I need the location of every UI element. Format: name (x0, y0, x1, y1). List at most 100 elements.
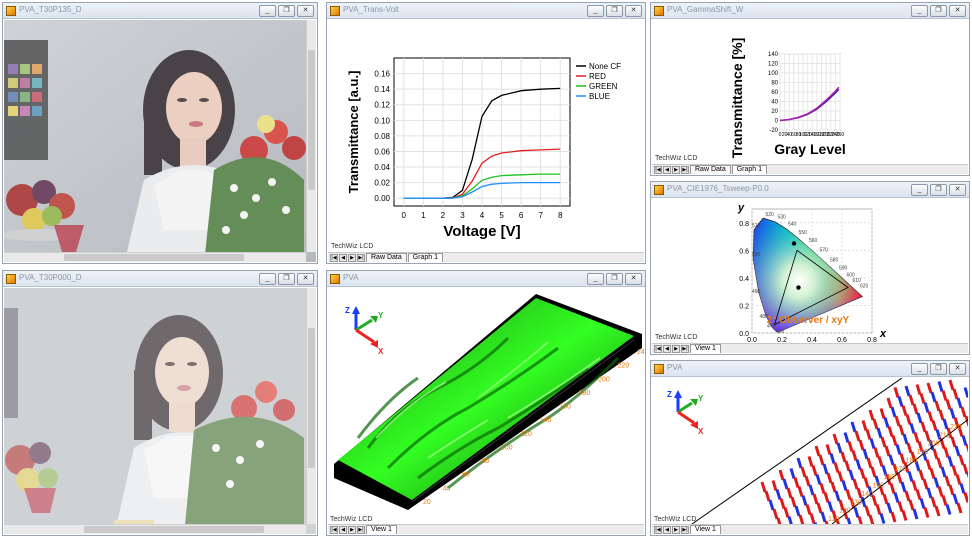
close-button[interactable]: ✕ (949, 363, 966, 375)
close-button[interactable]: ✕ (625, 273, 642, 285)
x-tick-label: 5 (499, 211, 504, 220)
first-tab-button[interactable]: |◀ (654, 344, 662, 353)
director-rod (893, 387, 900, 398)
horizontal-scrollbar[interactable] (4, 524, 306, 534)
pva-3d-window[interactable]: PVA _ ❐ ✕ (326, 270, 646, 536)
chromaticity-point (791, 241, 797, 246)
tab-raw-data[interactable]: Raw Data (690, 165, 731, 174)
vertical-scrollbar[interactable] (306, 20, 316, 252)
vertical-scrollbar[interactable] (306, 288, 316, 524)
director-rod (932, 448, 939, 460)
restore-button[interactable]: ❐ (278, 273, 295, 285)
x-tick-label: 220 (827, 132, 836, 138)
next-tab-button[interactable]: ▶ (672, 165, 680, 174)
first-tab-button[interactable]: |◀ (330, 253, 338, 262)
prev-tab-button[interactable]: ◀ (663, 344, 671, 353)
minimize-button[interactable]: _ (911, 363, 928, 375)
restore-button[interactable]: ❐ (606, 273, 623, 285)
director-rod (837, 471, 844, 482)
cie-window[interactable]: PVA_CIE1976_Tsweep-P0.0 _ ❐ ✕ (650, 181, 970, 355)
first-tab-button[interactable]: |◀ (654, 165, 662, 174)
restore-button[interactable]: ❐ (930, 5, 947, 17)
last-tab-button[interactable]: ▶| (357, 525, 365, 534)
minimize-button[interactable]: _ (259, 273, 276, 285)
series-line (403, 181, 561, 199)
tab-raw-data[interactable]: Raw Data (366, 253, 407, 262)
trans-volt-titlebar[interactable]: PVA_Trans-Volt _ ❐ ✕ (327, 3, 645, 19)
director-rod (962, 463, 968, 475)
horizontal-scrollbar[interactable] (4, 252, 306, 262)
close-button[interactable]: ✕ (625, 5, 642, 17)
director-rod (874, 475, 881, 487)
close-button[interactable]: ✕ (949, 184, 966, 196)
y-tick-label: 0.08 (374, 132, 390, 141)
next-tab-button[interactable]: ▶ (348, 253, 356, 262)
gamma-window[interactable]: PVA_GammaShift_W _ ❐ ✕ -20 0 20 40 60 80 100 12… (650, 2, 970, 176)
restore-button[interactable]: ❐ (930, 363, 947, 375)
tab-graph-1[interactable]: Graph 1 (407, 253, 444, 262)
photo-top-titlebar[interactable]: PVA_T30P135_D _ ❐ ✕ (3, 3, 317, 19)
pva-3d-titlebar[interactable]: PVA _ ❐ ✕ (327, 271, 645, 287)
cie-titlebar[interactable]: PVA_CIE1976_Tsweep-P0.0 _ ❐ ✕ (651, 182, 969, 198)
chart-annotation: 2° Observer / xyY (767, 315, 850, 326)
trans-volt-window[interactable]: PVA_Trans-Volt _ ❐ ✕ 0 1 2 3 4 5 6 7 8 0.00 0.02 0.… (326, 2, 646, 264)
minimize-button[interactable]: _ (911, 184, 928, 196)
first-tab-button[interactable]: |◀ (330, 525, 338, 534)
last-tab-button[interactable]: ▶| (681, 344, 689, 353)
close-button[interactable]: ✕ (297, 273, 314, 285)
prev-tab-button[interactable]: ◀ (339, 253, 347, 262)
director-rod (883, 417, 890, 428)
restore-button[interactable]: ❐ (278, 5, 295, 17)
depth-tick-label: 200 (598, 376, 610, 383)
restore-button[interactable]: ❐ (930, 184, 947, 196)
minimize-button[interactable]: _ (587, 5, 604, 17)
photo-top-window[interactable]: PVA_T30P135_D _ ❐ ✕ (2, 2, 318, 264)
tab-view-1[interactable]: View 1 (366, 525, 397, 534)
first-tab-button[interactable]: |◀ (654, 525, 662, 534)
y-tick-label: 120 (768, 62, 779, 68)
minimize-button[interactable]: _ (587, 273, 604, 285)
tab-view-1[interactable]: View 1 (690, 525, 721, 534)
next-tab-button[interactable]: ▶ (348, 525, 356, 534)
next-tab-button[interactable]: ▶ (672, 344, 680, 353)
minimize-button[interactable]: _ (911, 5, 928, 17)
last-tab-button[interactable]: ▶| (681, 165, 689, 174)
director-rod (840, 451, 847, 463)
director-rod (801, 495, 808, 506)
director-rod (885, 474, 892, 485)
close-button[interactable]: ✕ (949, 5, 966, 17)
director-rod (804, 475, 811, 487)
photo-bottom-titlebar[interactable]: PVA_T30P000_D _ ❐ ✕ (3, 271, 317, 287)
last-tab-button[interactable]: ▶| (357, 253, 365, 262)
director-rod (896, 472, 903, 484)
sheet-tabs: |◀ ◀ ▶ ▶| View 1 (328, 524, 644, 534)
director-rod (872, 418, 879, 430)
prev-tab-button[interactable]: ◀ (663, 525, 671, 534)
y-axis-title: Transmittance [a.u.] (346, 71, 361, 194)
director-rod (934, 505, 941, 517)
close-button[interactable]: ✕ (297, 5, 314, 17)
director-rod (953, 417, 960, 428)
gamma-titlebar[interactable]: PVA_GammaShift_W _ ❐ ✕ (651, 3, 969, 19)
pva-vector-window[interactable]: PVA _ ❐ ✕ 110 120 130 140 150 160 170 180 190 200… (650, 360, 970, 536)
restore-button[interactable]: ❐ (606, 5, 623, 17)
director-rod (908, 499, 915, 511)
status-label: TechWiz LCD (655, 334, 698, 341)
minimize-button[interactable]: _ (259, 5, 276, 17)
z-axis-label: Z (345, 306, 350, 315)
app-icon (654, 364, 664, 374)
photo-bottom-window[interactable]: PVA_T30P000_D _ ❐ ✕ (2, 270, 318, 536)
next-tab-button[interactable]: ▶ (672, 525, 680, 534)
tab-view-1[interactable]: View 1 (690, 344, 721, 353)
wavelength-label: 610 (853, 278, 862, 284)
last-tab-button[interactable]: ▶| (681, 525, 689, 534)
prev-tab-button[interactable]: ◀ (663, 165, 671, 174)
x-tick-label: 4 (480, 211, 485, 220)
tab-graph-1[interactable]: Graph 1 (731, 165, 768, 174)
prev-tab-button[interactable]: ◀ (339, 525, 347, 534)
pva-vector-titlebar[interactable]: PVA _ ❐ ✕ (651, 361, 969, 377)
director-rod (832, 433, 839, 445)
y-tick-label: 0.00 (374, 194, 390, 203)
